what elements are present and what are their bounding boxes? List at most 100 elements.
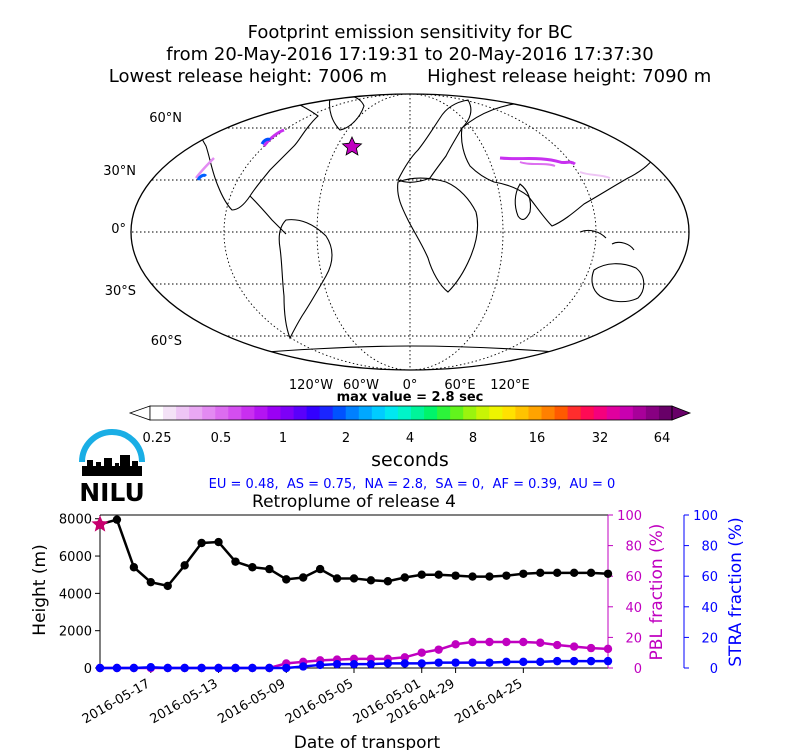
colorbar-swatch	[463, 406, 477, 420]
colorbar-swatch	[645, 406, 660, 420]
colorbar-swatch	[632, 406, 647, 420]
height-tick-label: 6000	[59, 550, 92, 565]
colorbar-swatch	[541, 406, 555, 420]
colorbar-swatch	[476, 406, 490, 420]
height-series-point	[519, 569, 528, 578]
colorbar-swatch	[163, 406, 177, 420]
stra-series-point	[417, 659, 426, 668]
colorbar-swatch	[189, 406, 203, 420]
pbl-series-point	[553, 640, 562, 650]
pbl-series-point	[519, 637, 528, 647]
colorbar-swatch	[293, 406, 307, 420]
pbl-tick-label: 40	[625, 601, 642, 616]
height-series-point	[214, 537, 223, 547]
pbl-tick-label: 0	[634, 662, 642, 677]
height-series-point	[146, 577, 155, 587]
stra-series-point	[214, 663, 223, 673]
pbl-series-point	[603, 644, 613, 654]
x-axis-label: Date of transport	[294, 733, 441, 750]
pbl-series-point	[417, 648, 426, 657]
colorbar-swatch	[267, 406, 281, 420]
lat-label-30n: 30°N	[103, 164, 136, 179]
pbl-series-point	[434, 645, 443, 654]
y-axis-label-pbl: PBL fraction (%)	[647, 524, 667, 661]
stra-series-point	[553, 656, 562, 666]
colorbar-tick-0.5: 0.5	[211, 431, 232, 446]
pbl-series-point	[451, 640, 460, 649]
colorbar-swatch	[358, 406, 373, 420]
stra-series-point	[129, 663, 139, 673]
stra-series-point	[282, 663, 291, 673]
pbl-series-point	[586, 643, 596, 653]
height-series-point	[231, 557, 240, 566]
colorbar-swatch	[502, 406, 516, 420]
height-tick-label: 8000	[59, 513, 92, 528]
height-series-point	[197, 538, 206, 548]
pbl-series-point	[468, 637, 477, 647]
height-series-point	[569, 568, 579, 578]
pbl-tick-label: 80	[625, 540, 642, 555]
x-tick-label: 2016-05-13	[148, 676, 221, 727]
colorbar-tick-8: 8	[469, 431, 477, 446]
colorbar-tick-2: 2	[342, 431, 350, 446]
colorbar-swatch	[411, 406, 425, 420]
colorbar-swatch	[176, 406, 190, 420]
stra-series-point	[349, 659, 359, 669]
pbl-series-point	[485, 637, 494, 647]
height-series-point	[180, 561, 189, 570]
stra-series-point	[400, 659, 409, 668]
stra-tick-label: 20	[701, 631, 718, 646]
pbl-tick-label: 100	[617, 509, 642, 524]
colorbar-swatch	[658, 406, 673, 420]
stra-series-point	[112, 663, 122, 673]
pbl-series-point	[569, 642, 579, 651]
x-tick-label: 2016-05-05	[283, 676, 356, 727]
x-tick-label: 2016-04-25	[452, 676, 525, 727]
colorbar-min-extension	[128, 405, 151, 421]
stra-tick-label: 100	[693, 509, 718, 524]
colorbar-swatch	[202, 406, 216, 420]
stra-tick-label: 60	[701, 570, 718, 585]
lon-label-60w: 60°W	[343, 378, 379, 393]
stra-tick-label: 80	[701, 540, 718, 555]
height-series-point	[315, 564, 325, 574]
colorbar	[128, 405, 692, 421]
stra-series-point	[163, 663, 172, 673]
height-series-point	[603, 569, 613, 578]
colorbar-swatch	[215, 406, 229, 420]
height-series-point	[417, 570, 426, 579]
stra-series-point	[569, 656, 579, 666]
map-title-line-3: Lowest release height: 7006 m Highest re…	[109, 66, 712, 87]
chart-title: Retroplume of release 4	[252, 492, 456, 512]
colorbar-swatch	[319, 406, 334, 420]
colorbar-swatch	[437, 406, 451, 420]
height-series-point	[485, 572, 494, 581]
height-series-point	[502, 571, 511, 580]
colorbar-frame	[149, 405, 673, 421]
height-series-point	[129, 563, 139, 572]
colorbar-swatch	[580, 406, 595, 420]
retroplume-chart: 0 2000 4000 6000 8000 0 20 40 60 80 100 0 20 40 60 80 10…	[59, 509, 718, 727]
stra-series-point	[265, 663, 274, 673]
height-tick-label: 4000	[59, 587, 92, 602]
pbl-series-point	[502, 637, 511, 647]
stra-series-point	[603, 656, 613, 666]
height-series-point	[553, 568, 562, 578]
pbl-tick-label: 60	[625, 570, 642, 585]
colorbar-swatch	[332, 406, 347, 420]
height-series-point	[434, 570, 443, 579]
stra-series-point	[536, 657, 545, 667]
stra-series-point	[468, 658, 477, 667]
colorbar-swatch	[228, 406, 242, 420]
height-series-point	[112, 515, 122, 524]
height-series-point	[400, 573, 409, 582]
colorbar-swatch	[384, 406, 399, 420]
release-point-star	[341, 136, 363, 156]
stra-series-point	[299, 662, 308, 671]
colorbar-unit-label: seconds	[371, 449, 449, 471]
height-series-point	[586, 568, 596, 578]
colorbar-swatch	[515, 406, 529, 420]
colorbar-tick-16: 16	[529, 431, 546, 446]
stra-series-point	[383, 659, 393, 668]
